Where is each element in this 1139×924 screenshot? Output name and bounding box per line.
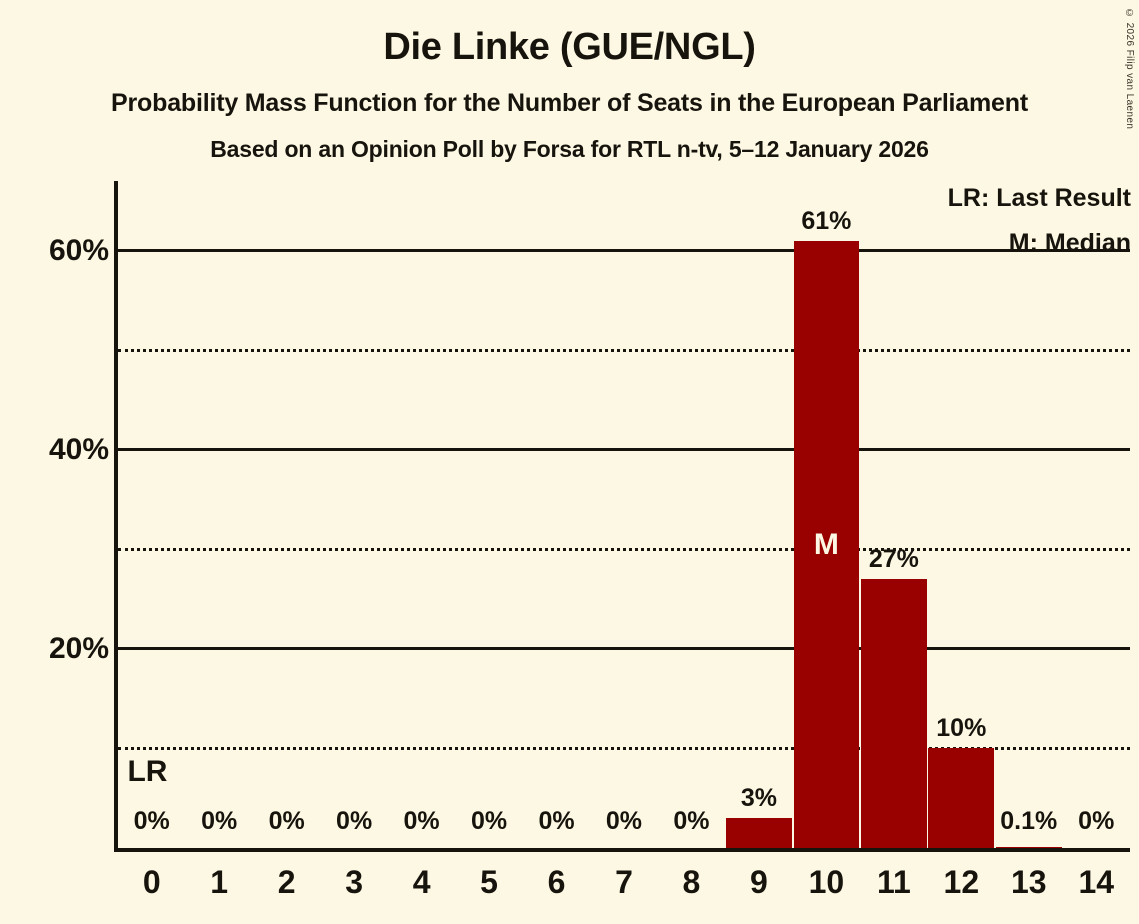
gridline-minor-10 (118, 746, 1130, 750)
x-axis-tick-label-11: 11 (876, 864, 911, 900)
x-axis-tick-label-2: 2 (277, 864, 296, 900)
bar-value-label-seat-4: 0% (403, 807, 440, 835)
gridline-major-40 (118, 448, 1130, 452)
title-block: Die Linke (GUE/NGL) Probability Mass Fun… (0, 0, 1139, 161)
bar-value-label-seat-8: 0% (673, 807, 710, 835)
bar-value-label-seat-13: 0.1% (1000, 807, 1058, 835)
x-axis-tick-label-13: 13 (1010, 864, 1047, 900)
chart-legend: LR: Last Result M: Median (948, 186, 1131, 256)
bar-value-label-seat-10: 61% (801, 206, 852, 235)
bar-value-label-seat-5: 0% (470, 807, 508, 835)
bar-value-label-seat-1: 0% (201, 807, 238, 835)
bar-seat-9 (726, 818, 792, 848)
bar-value-label-seat-6: 0% (538, 807, 575, 835)
bar-value-label-seat-7: 0% (605, 807, 643, 835)
x-axis-tick-label-14: 14 (1078, 864, 1115, 900)
chart-subtitle: Probability Mass Function for the Number… (111, 89, 1028, 117)
bar-value-label-seat-12: 10% (936, 714, 987, 743)
gridline-major-60 (118, 249, 1130, 253)
x-axis-tick-label-8: 8 (682, 864, 701, 900)
x-axis-tick-label-10: 10 (808, 864, 845, 900)
y-axis-tick-label: 60% (48, 233, 109, 267)
x-axis-tick-label-9: 9 (750, 864, 768, 900)
page-title: Die Linke (GUE/NGL) (383, 26, 756, 68)
y-axis-line (114, 181, 118, 848)
x-axis-tick-label-5: 5 (480, 864, 498, 900)
bar-seat-13 (995, 847, 1062, 848)
x-axis-tick-label-12: 12 (943, 864, 980, 900)
y-axis-tick-label: 40% (48, 432, 109, 466)
bar-value-label-seat-0: 0% (133, 807, 170, 835)
plot-area: 20% 40% 60% 0% 0% 0% 0% 0% 0% 0% 0% 0% 3% 61% 27% 10% 0.… (49, 181, 1130, 852)
x-axis-tick-label-4: 4 (412, 864, 431, 900)
gridline-major-20 (118, 647, 1130, 651)
y-axis-tick-label: 20% (48, 631, 109, 665)
gridline-minor-30 (118, 547, 1130, 551)
x-axis-tick-label-3: 3 (345, 864, 364, 900)
bar-value-label-seat-3: 0% (336, 807, 373, 835)
bar-value-label-seat-11: 27% (868, 545, 919, 574)
bar-value-label-seat-2: 0% (268, 807, 305, 835)
gridline-minor-50 (118, 348, 1130, 352)
chart-source-line: Based on an Opinion Poll by Forsa for RT… (210, 136, 929, 162)
x-axis-tick-label-7: 7 (615, 864, 633, 900)
bar-value-label-seat-9: 3% (740, 784, 777, 813)
x-axis-tick-label-6: 6 (547, 864, 566, 900)
copyright-notice: © 2026 Filip van Laenen (1124, 8, 1135, 130)
x-axis-tick-label-0: 0 (142, 864, 161, 900)
bar-value-label-seat-14: 0% (1078, 807, 1115, 835)
x-axis-tick-label-1: 1 (210, 864, 229, 900)
bar-seat-12 (928, 748, 995, 848)
bar-seat-11 (860, 579, 927, 848)
bar-seat-10 (793, 240, 860, 848)
median-marker: M (813, 528, 839, 562)
last-result-marker: LR (127, 755, 168, 789)
legend-item-last-result: LR: Last Result (947, 184, 1131, 212)
x-axis-line (114, 848, 1130, 852)
